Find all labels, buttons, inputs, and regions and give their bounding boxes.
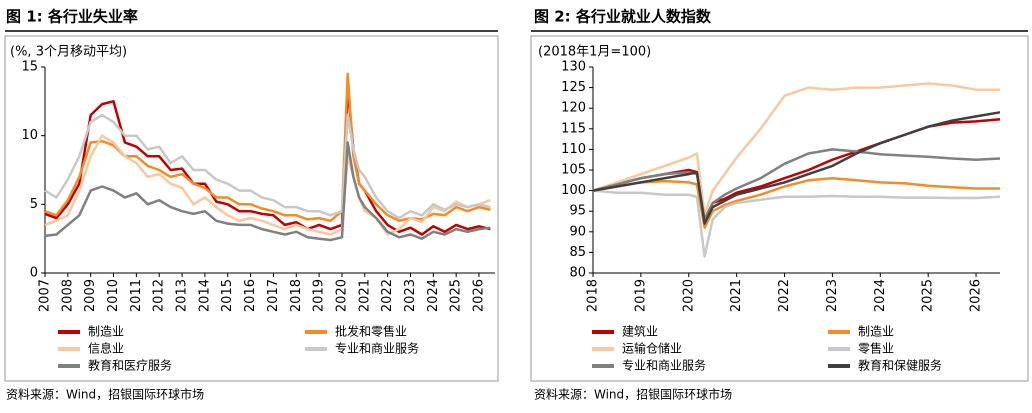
legend-label: 零售业 (858, 341, 894, 356)
x-tick-label: 2012 (152, 279, 167, 312)
panel-border (4, 35, 499, 382)
x-tick-label: 2024 (426, 279, 441, 312)
x-tick-label: 2020 (334, 279, 349, 312)
series-line (44, 113, 491, 220)
legend-label: 批发和零售业 (335, 324, 407, 339)
series-line (592, 189, 1001, 258)
series-line (592, 148, 1001, 221)
x-tick-label: 2016 (243, 279, 258, 312)
series-line (44, 141, 491, 242)
y-tick-label: 85 (569, 245, 586, 260)
x-tick-label: 2026 (969, 279, 984, 312)
x-tick-label: 2026 (472, 279, 487, 312)
y-tick-label: 105 (561, 163, 586, 178)
x-tick-label: 2019 (633, 279, 648, 312)
legend-label: 专业和商业服务 (335, 341, 419, 356)
series-line (592, 82, 1000, 217)
y-tick-label: 5 (30, 197, 38, 212)
source-note: 资料来源：Wind，招银国际环球市场 (6, 387, 204, 402)
x-tick-label: 2008 (60, 279, 75, 312)
x-tick-label: 2015 (220, 279, 235, 312)
x-tick-label: 2021 (729, 279, 744, 312)
y-tick-label: 0 (30, 266, 38, 281)
x-tick-label: 2022 (777, 279, 792, 312)
series-line (592, 111, 1001, 225)
x-tick-label: 2011 (129, 279, 144, 312)
legend-label: 专业和商业服务 (622, 358, 706, 373)
chart-title: 图 1: 各行业失业率 (6, 8, 138, 26)
x-tick-label: 2025 (921, 279, 936, 312)
x-tick-label: 2007 (38, 279, 53, 312)
y-tick-label: 120 (561, 101, 586, 116)
panel-border (530, 35, 1029, 382)
y-tick-label: 80 (569, 266, 586, 281)
x-tick-label: 2022 (380, 279, 395, 312)
y-tick-label: 15 (21, 60, 38, 75)
x-tick-label: 2024 (873, 279, 888, 312)
series-line (44, 134, 491, 236)
x-tick-label: 2010 (106, 279, 121, 312)
y-tick-label: 115 (561, 121, 586, 136)
legend-label: 运输仓储业 (622, 341, 682, 356)
y-tick-label: 90 (569, 224, 586, 239)
source-note: 资料来源：Wind，招银国际环球市场 (534, 387, 732, 402)
y-tick-label: 95 (569, 204, 586, 219)
y-tick-label: 125 (561, 80, 586, 95)
x-tick-label: 2023 (403, 279, 418, 312)
x-tick-label: 2018 (586, 279, 601, 312)
legend-label: 教育和医疗服务 (88, 358, 172, 373)
y-tick-label: 100 (561, 183, 586, 198)
chart-title: 图 2: 各行业就业人数指数 (534, 8, 712, 26)
x-tick-label: 2025 (449, 279, 464, 312)
y-tick-label: 10 (21, 128, 38, 143)
x-tick-label: 2019 (312, 279, 327, 312)
x-tick-label: 2013 (175, 279, 190, 312)
y-tick-label: 110 (561, 142, 586, 157)
series-line (592, 176, 1000, 229)
legend-label: 制造业 (88, 325, 124, 339)
chart-subtitle: (%, 3个月移动平均) (10, 45, 127, 60)
x-tick-label: 2023 (825, 279, 840, 312)
x-tick-label: 2009 (83, 279, 98, 312)
x-tick-label: 2014 (197, 279, 212, 312)
x-tick-label: 2017 (266, 279, 281, 312)
legend-label: 教育和保健服务 (858, 358, 942, 373)
x-tick-label: 2020 (681, 279, 696, 312)
legend-label: 信息业 (88, 341, 124, 356)
chart-subtitle: (2018年1月=100) (538, 45, 651, 60)
x-tick-label: 2018 (289, 279, 304, 312)
y-tick-label: 130 (561, 60, 586, 75)
series-line (44, 86, 491, 236)
legend-label: 制造业 (858, 325, 894, 339)
x-tick-label: 2021 (357, 279, 372, 312)
legend-label: 建筑业 (622, 324, 658, 339)
